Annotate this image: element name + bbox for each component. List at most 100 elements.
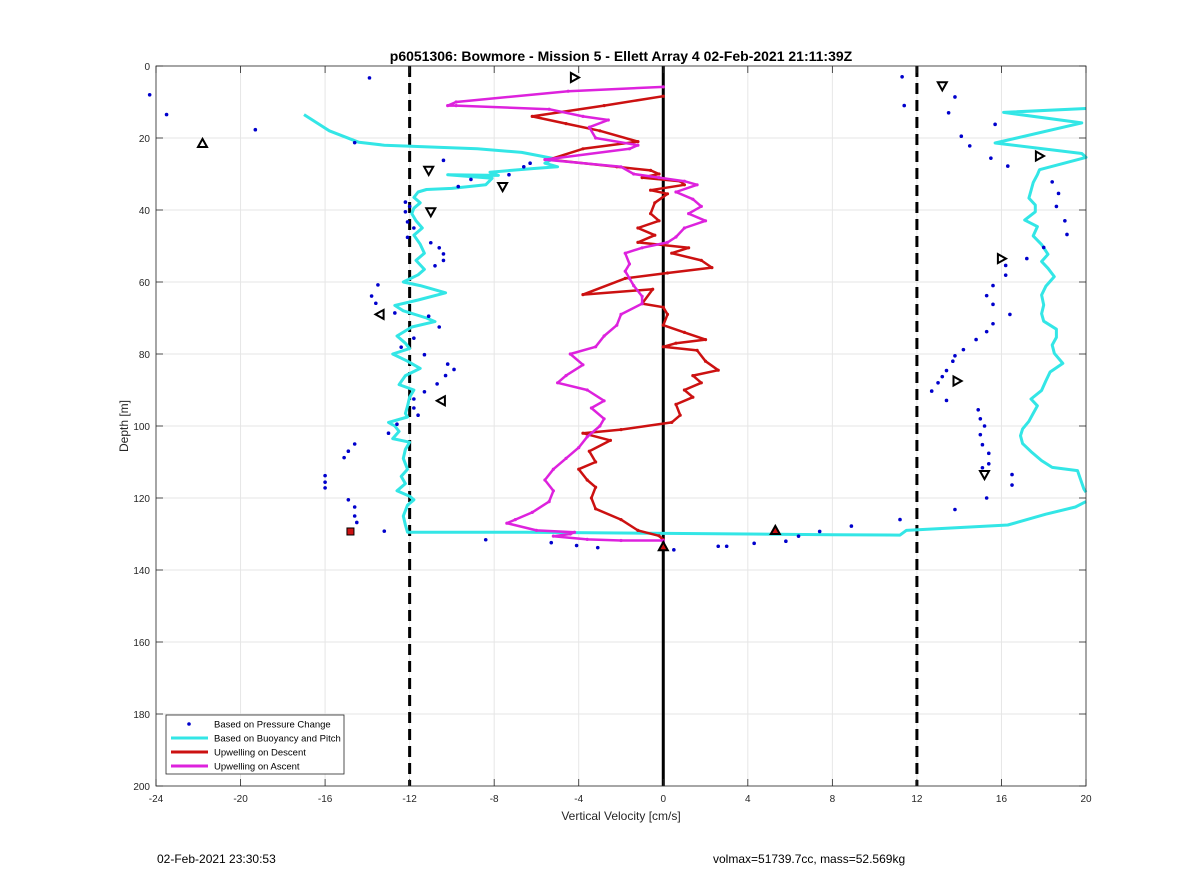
descent-point-28 (581, 293, 585, 297)
legend-label-3: Upwelling on Ascent (214, 762, 300, 773)
pressure-point-91 (961, 347, 966, 352)
pressure-point-30 (422, 352, 427, 357)
pressure-point-108 (1010, 483, 1014, 487)
ascent-point-7 (606, 118, 610, 122)
pressure-point-105 (986, 462, 991, 466)
pressure-point-0 (367, 76, 372, 80)
legend-label-1: Based on Buoyancy and Pitch (214, 734, 341, 745)
pressure-point-65 (900, 75, 904, 79)
pressure-point-51 (382, 529, 387, 533)
pressure-point-100 (978, 417, 983, 421)
pressure-point-99 (976, 408, 981, 412)
descent-point-13 (682, 183, 687, 187)
x-tick-label-4: -8 (490, 794, 499, 805)
ascent-point-45 (602, 417, 606, 421)
ascent-point-15 (657, 176, 661, 180)
ascent-point-22 (703, 219, 708, 223)
pressure-point-39 (395, 422, 399, 427)
pressure-point-96 (936, 381, 940, 385)
ascent-point-50 (551, 467, 555, 471)
pressure-point-49 (352, 514, 357, 518)
ascent-point-57 (534, 528, 539, 533)
descent-point-16 (653, 201, 657, 205)
pressure-point-62 (817, 529, 822, 534)
ascent-point-43 (602, 399, 606, 403)
descent-point-1 (602, 104, 606, 108)
pressure-point-25 (393, 311, 397, 315)
pressure-point-52 (483, 537, 488, 542)
pressure-point-47 (346, 498, 351, 502)
ascent-point-52 (551, 489, 555, 493)
ascent-point-49 (564, 456, 568, 460)
pressure-point-59 (752, 541, 756, 546)
pressure-point-28 (412, 336, 416, 340)
pressure-point-42 (346, 449, 351, 454)
pressure-point-21 (433, 264, 437, 268)
ascent-point-10 (636, 143, 640, 147)
y-tick-label-8: 160 (133, 638, 150, 649)
descent-point-47 (670, 420, 674, 424)
pressure-point-18 (437, 246, 442, 250)
descent-point-21 (636, 240, 640, 244)
pressure-point-71 (967, 144, 972, 148)
descent-point-49 (581, 431, 585, 435)
pressure-point-9 (469, 177, 473, 182)
descent-point-22 (687, 246, 691, 250)
descent-point-0 (661, 94, 665, 98)
pressure-point-80 (1041, 245, 1046, 250)
descent-point-19 (636, 226, 640, 230)
marker-13 (769, 523, 782, 535)
descent-point-29 (651, 287, 655, 291)
pressure-point-16 (405, 235, 410, 240)
ascent-point-11 (627, 147, 632, 151)
y-tick-label-6: 120 (133, 494, 150, 505)
pressure-point-10 (456, 184, 461, 189)
marker-3 (1034, 149, 1047, 163)
pressure-point-89 (984, 329, 989, 334)
pressure-point-93 (951, 359, 955, 364)
pressure-point-15 (412, 226, 416, 230)
buoyancy-line-segment-1 (993, 107, 1088, 494)
ascent-point-59 (568, 532, 572, 536)
pressure-point-31 (445, 362, 450, 366)
ascent-point-13 (619, 165, 623, 169)
pressure-point-43 (342, 455, 346, 460)
pressure-point-13 (403, 210, 408, 214)
pressure-point-69 (953, 95, 957, 99)
ascent-point-23 (682, 226, 687, 230)
ascent-point-8 (587, 125, 591, 129)
y-tick-label-3: 60 (139, 278, 151, 289)
ascent-point-35 (615, 323, 619, 327)
descent-point-3 (564, 122, 568, 126)
descent-point-43 (682, 388, 687, 392)
pressure-point-37 (412, 406, 416, 410)
ascent-point-46 (598, 424, 602, 428)
descent-point-56 (589, 496, 594, 500)
ascent-point-14 (632, 172, 636, 176)
pressure-point-19 (441, 252, 446, 256)
reference-lines (408, 66, 919, 786)
pressure-point-103 (980, 442, 985, 447)
descent-point-10 (657, 172, 661, 176)
pressure-point-20 (441, 258, 446, 263)
x-tick-label-2: -16 (318, 794, 333, 805)
pressure-point-32 (452, 367, 456, 372)
legend-label-0: Based on Pressure Change (214, 720, 331, 731)
legend-label-2: Upwelling on Descent (214, 748, 306, 759)
descent-point-23 (670, 251, 674, 255)
ascent-point-9 (594, 136, 598, 140)
descent-point-32 (665, 312, 670, 316)
pressure-point-88 (991, 321, 995, 326)
ascent-point-12 (543, 158, 547, 162)
y-tick-label-5: 100 (133, 422, 150, 433)
descent-point-40 (716, 368, 720, 372)
pressure-point-54 (574, 543, 579, 548)
pressure-point-8 (507, 172, 511, 177)
x-tick-label-1: -20 (233, 794, 248, 805)
descent-point-27 (623, 276, 627, 280)
descent-point-57 (594, 507, 598, 511)
pressure-point-5 (441, 158, 446, 163)
ascent-point-18 (674, 190, 678, 194)
marker-5 (496, 182, 509, 194)
pressure-point-55 (595, 545, 600, 550)
